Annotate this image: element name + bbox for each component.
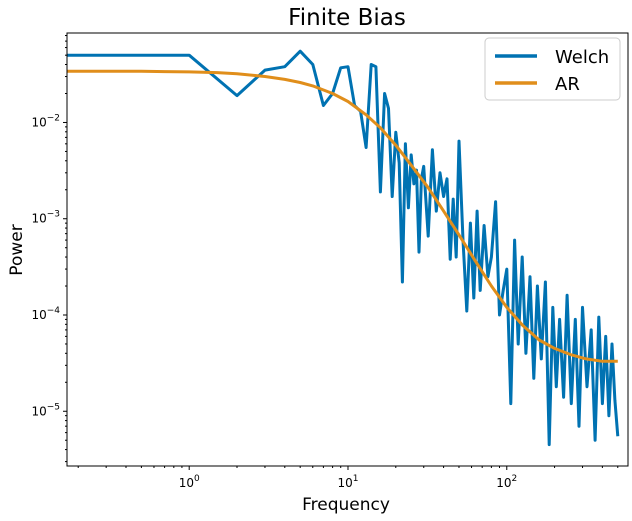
x-axis-label: Frequency — [302, 495, 390, 515]
series-layer — [67, 49, 620, 447]
series-line-ar — [67, 69, 618, 363]
series-line-welch — [67, 49, 620, 447]
chart-title: Finite Bias — [288, 5, 406, 31]
legend-label-welch: Welch — [555, 47, 609, 68]
legend-label-ar: AR — [555, 74, 580, 95]
legend: Welch AR — [484, 37, 621, 101]
y-axis-label: Power — [7, 224, 27, 275]
